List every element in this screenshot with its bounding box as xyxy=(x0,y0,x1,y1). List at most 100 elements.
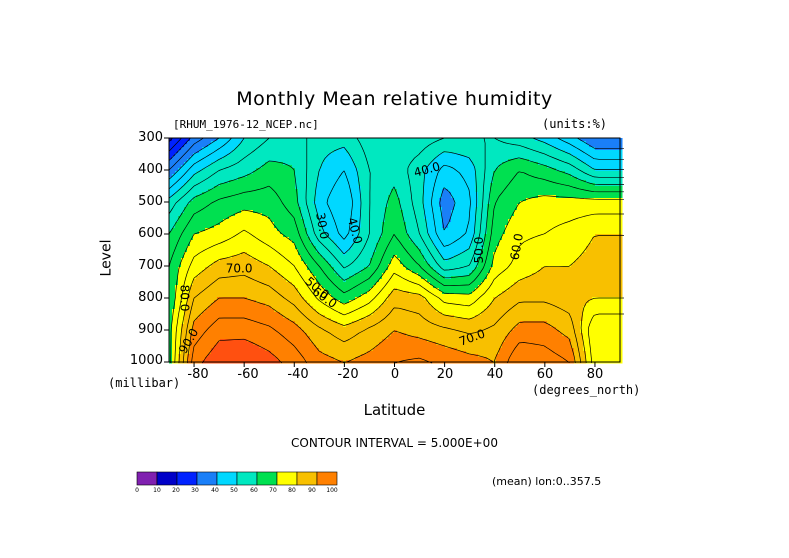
heatmap-cell xyxy=(295,207,299,211)
heatmap-cell xyxy=(214,159,218,163)
heatmap-cell xyxy=(256,168,260,172)
heatmap-cell xyxy=(619,231,623,235)
heatmap-cell xyxy=(208,147,212,151)
heatmap-cell xyxy=(349,168,353,172)
heatmap-cell xyxy=(448,207,452,211)
heatmap-cell xyxy=(319,162,323,166)
heatmap-cell xyxy=(553,189,557,193)
heatmap-cell xyxy=(376,222,380,226)
heatmap-cell xyxy=(334,174,338,178)
heatmap-cell xyxy=(343,156,347,160)
heatmap-cell xyxy=(331,210,335,214)
heatmap-cell xyxy=(430,147,434,151)
heatmap-cell xyxy=(379,195,383,199)
heatmap-cell xyxy=(421,177,425,181)
heatmap-cell xyxy=(286,222,290,226)
heatmap-cell xyxy=(541,204,545,208)
heatmap-cell xyxy=(214,204,218,208)
heatmap-cell xyxy=(538,225,542,229)
heatmap-cell xyxy=(403,186,407,190)
heatmap-cell xyxy=(220,138,224,142)
heatmap-cell xyxy=(538,192,542,196)
heatmap-cell xyxy=(427,201,431,205)
heatmap-cell xyxy=(331,171,335,175)
heatmap-cell xyxy=(442,165,446,169)
heatmap-cell xyxy=(265,207,269,211)
heatmap-cell xyxy=(295,204,299,208)
heatmap-cell xyxy=(355,171,359,175)
heatmap-cell xyxy=(412,195,416,199)
heatmap-cell xyxy=(589,171,593,175)
heatmap-cell xyxy=(535,198,539,202)
heatmap-cell xyxy=(238,153,242,157)
heatmap-cell xyxy=(544,174,548,178)
heatmap-cell xyxy=(364,198,368,202)
heatmap-cell xyxy=(289,141,293,145)
heatmap-cell xyxy=(574,222,578,226)
heatmap-cell xyxy=(172,234,176,238)
heatmap-cell xyxy=(526,147,530,151)
heatmap-cell xyxy=(511,222,515,226)
heatmap-cell xyxy=(307,186,311,190)
heatmap-cell xyxy=(358,228,362,232)
heatmap-cell xyxy=(535,192,539,196)
heatmap-cell xyxy=(328,201,332,205)
heatmap-cell xyxy=(415,177,419,181)
heatmap-cell xyxy=(211,210,215,214)
heatmap-cell xyxy=(181,207,185,211)
heatmap-cell xyxy=(580,138,584,142)
heatmap-cell xyxy=(394,213,398,217)
heatmap-cell xyxy=(487,171,491,175)
heatmap-cell xyxy=(241,168,245,172)
heatmap-cell xyxy=(607,222,611,226)
heatmap-cell xyxy=(508,213,512,217)
heatmap-cell xyxy=(292,150,296,154)
heatmap-cell xyxy=(556,159,560,163)
heatmap-cell xyxy=(397,183,401,187)
heatmap-cell xyxy=(562,168,566,172)
heatmap-cell xyxy=(451,204,455,208)
heatmap-cell xyxy=(445,204,449,208)
heatmap-cell xyxy=(601,156,605,160)
heatmap-cell xyxy=(322,162,326,166)
heatmap-cell xyxy=(289,144,293,148)
heatmap-cell xyxy=(259,204,263,208)
heatmap-cell xyxy=(472,231,476,235)
heatmap-cell xyxy=(526,156,530,160)
heatmap-cell xyxy=(322,144,326,148)
heatmap-cell xyxy=(358,234,362,238)
heatmap-cell xyxy=(496,231,500,235)
heatmap-cell xyxy=(256,186,260,190)
heatmap-cell xyxy=(289,210,293,214)
heatmap-cell xyxy=(589,192,593,196)
heatmap-cell xyxy=(502,162,506,166)
heatmap-cell xyxy=(514,198,518,202)
heatmap-cell xyxy=(400,168,404,172)
heatmap-cell xyxy=(337,159,341,163)
heatmap-cell xyxy=(211,216,215,220)
heatmap-cell xyxy=(523,231,527,235)
heatmap-cell xyxy=(295,141,299,145)
heatmap-cell xyxy=(466,210,470,214)
heatmap-cell xyxy=(592,174,596,178)
heatmap-cell xyxy=(322,216,326,220)
heatmap-cell xyxy=(472,201,476,205)
heatmap-cell xyxy=(361,156,365,160)
heatmap-cell xyxy=(409,141,413,145)
heatmap-cell xyxy=(541,234,545,238)
heatmap-cell xyxy=(403,192,407,196)
heatmap-cell xyxy=(316,219,320,223)
heatmap-cell xyxy=(487,228,491,232)
heatmap-cell xyxy=(448,168,452,172)
heatmap-cell xyxy=(370,189,374,193)
heatmap-cell xyxy=(280,150,284,154)
heatmap-cell xyxy=(304,180,308,184)
heatmap-cell xyxy=(265,174,269,178)
heatmap-cell xyxy=(409,177,413,181)
heatmap-cell xyxy=(616,219,620,223)
heatmap-cell xyxy=(247,147,251,151)
heatmap-cell xyxy=(364,219,368,223)
heatmap-cell xyxy=(361,171,365,175)
heatmap-cell xyxy=(382,204,386,208)
heatmap-cell xyxy=(181,168,185,172)
